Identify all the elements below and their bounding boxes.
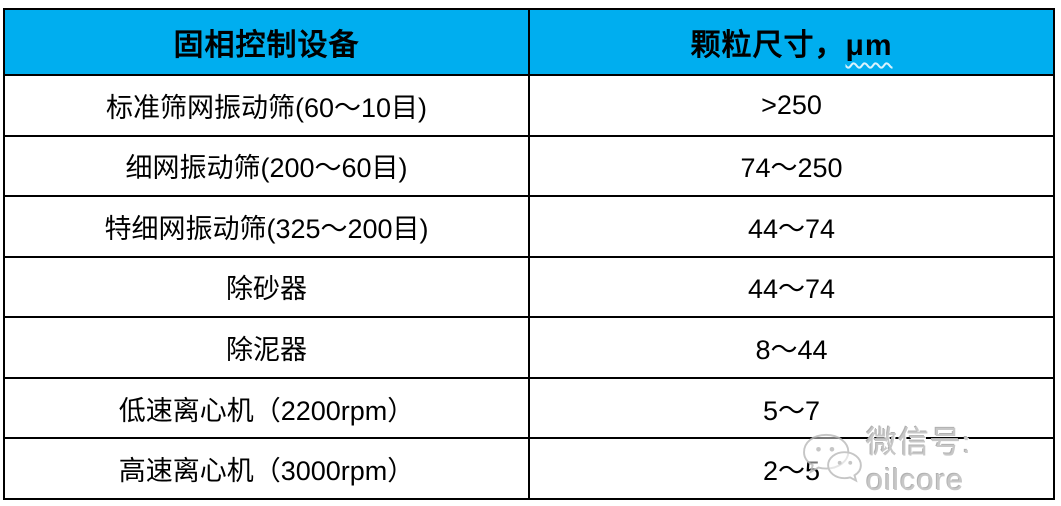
table-row: 除泥器 8～44: [3, 316, 1055, 379]
device-cell: 标准筛网振动筛(60～10目): [3, 74, 530, 137]
header-size-column: 颗粒尺寸，μm: [528, 8, 1055, 76]
device-cell: 除砂器: [3, 255, 530, 319]
device-cell: 低速离心机（2200rpm）: [3, 376, 530, 440]
device-cell: 除泥器: [3, 316, 530, 379]
size-cell: 44～74: [528, 255, 1055, 319]
size-cell: 5～7: [528, 376, 1055, 440]
size-cell: 74～250: [528, 134, 1055, 198]
header-device-label: 固相控制设备: [173, 29, 360, 62]
header-size-label-prefix: 颗粒尺寸，: [690, 29, 846, 62]
size-cell: >250: [528, 74, 1055, 137]
device-cell: 高速离心机（3000rpm）: [3, 437, 530, 500]
table-header: 固相控制设备 颗粒尺寸，μm: [3, 8, 1055, 76]
solids-control-table: 固相控制设备 颗粒尺寸，μm 标准筛网振动筛(60～10目) >250 细网振动筛(…: [3, 8, 1055, 500]
header-device-column: 固相控制设备: [3, 8, 530, 76]
table-body: 标准筛网振动筛(60～10目) >250 细网振动筛(200～60目) 74～250 特…: [3, 74, 1055, 500]
table-row: 特细网振动筛(325～200目) 44～74: [3, 195, 1055, 258]
table-row: 高速离心机（3000rpm） 2～5: [3, 437, 1055, 500]
size-cell: 44～74: [528, 195, 1055, 258]
table-row: 除砂器 44～74: [3, 255, 1055, 319]
table-row: 标准筛网振动筛(60～10目) >250: [3, 74, 1055, 137]
size-cell: 8～44: [528, 316, 1055, 379]
header-row: 固相控制设备 颗粒尺寸，μm: [3, 8, 1055, 76]
table-row: 细网振动筛(200～60目) 74～250: [3, 134, 1055, 198]
device-cell: 细网振动筛(200～60目): [3, 134, 530, 198]
table-row: 低速离心机（2200rpm） 5～7: [3, 376, 1055, 440]
header-size-unit: μm: [845, 29, 893, 62]
size-cell: 2～5: [528, 437, 1055, 500]
device-cell: 特细网振动筛(325～200目): [3, 195, 530, 258]
